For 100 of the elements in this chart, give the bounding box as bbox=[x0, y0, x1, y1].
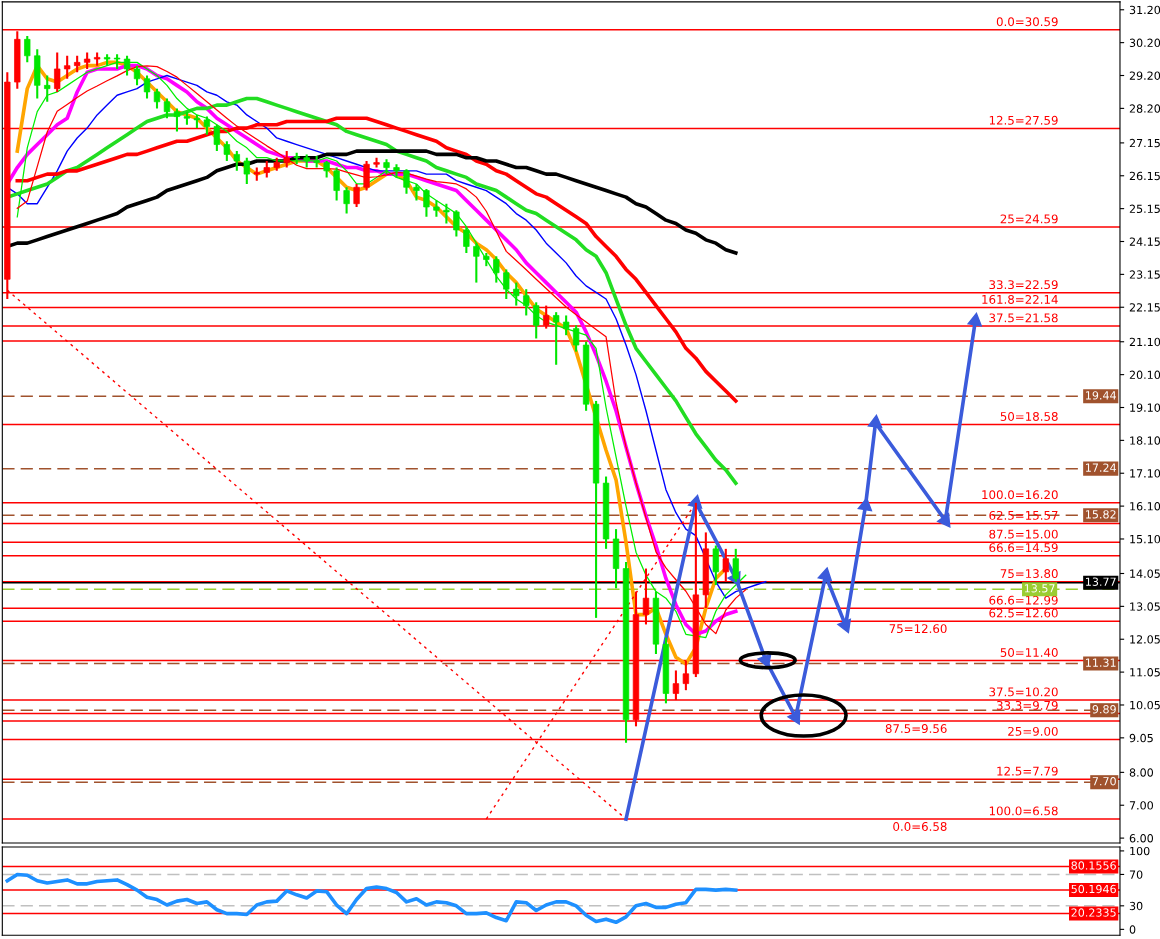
y-tick-label: 23.15 bbox=[1129, 270, 1160, 279]
y-tick-label: 7.00 bbox=[1129, 801, 1154, 810]
annotation: 100.0=16.20 bbox=[982, 490, 1058, 500]
y-tick-label: 11.05 bbox=[1130, 668, 1160, 677]
ref-line-label: 11.31 bbox=[1086, 658, 1116, 667]
y-tick-label: 31.20 bbox=[1129, 5, 1160, 15]
annotation: 100.0=6.58 bbox=[989, 806, 1058, 816]
annotation: 50=18.58 bbox=[1000, 411, 1058, 421]
candlestick bbox=[503, 268, 510, 301]
y-tick-label: 12.05 bbox=[1130, 635, 1160, 644]
y-tick-label: 13.05 bbox=[1130, 602, 1160, 611]
candlestick bbox=[523, 288, 530, 317]
candlestick bbox=[353, 182, 360, 209]
candlestick bbox=[173, 107, 181, 133]
candlestick bbox=[163, 97, 171, 120]
annotation: 0.0=30.59 bbox=[996, 17, 1058, 27]
ref-line-label: 80.1556 bbox=[1071, 861, 1116, 870]
candlestick bbox=[493, 255, 500, 284]
candlestick bbox=[54, 51, 61, 93]
ref-line-label: 7.70 bbox=[1092, 777, 1116, 786]
ref-line-label: 15.82 bbox=[1086, 510, 1116, 519]
ref-line-label: 13.77 bbox=[1086, 577, 1116, 586]
y-tick-label: 25.15 bbox=[1129, 204, 1160, 214]
y-tick-label: 10.05 bbox=[1130, 700, 1160, 710]
y-tick-label: 24.15 bbox=[1129, 237, 1160, 246]
annotation: 12.5=27.59 bbox=[989, 115, 1058, 125]
candlestick bbox=[373, 156, 380, 169]
point bbox=[937, 512, 951, 528]
candlestick bbox=[572, 324, 580, 353]
candlestick bbox=[333, 166, 340, 202]
y-tick-label: 22.15 bbox=[1129, 303, 1160, 312]
ref-line-label: 50.1946 bbox=[1071, 884, 1116, 894]
annotation: 33.3=9.79 bbox=[996, 700, 1058, 710]
y-tick-label: 28.20 bbox=[1129, 104, 1160, 113]
y-tick-label: 9.05 bbox=[1129, 733, 1153, 743]
candlestick bbox=[203, 115, 211, 136]
annotation: 161.8=22.14 bbox=[982, 294, 1058, 304]
y-tick-label: 8.00 bbox=[1129, 768, 1154, 777]
y-tick-label: 30.20 bbox=[1129, 38, 1160, 48]
y-tick-label: 70 bbox=[1129, 870, 1143, 879]
y-tick-label: 21.10 bbox=[1129, 337, 1160, 347]
candlestick bbox=[133, 64, 141, 87]
y-tick-label: 17.10 bbox=[1130, 469, 1160, 478]
candlestick bbox=[143, 74, 151, 100]
y-tick-label: 29.20 bbox=[1129, 71, 1160, 80]
y-tick-label: 18.10 bbox=[1130, 436, 1160, 445]
point bbox=[837, 618, 851, 634]
candlestick bbox=[363, 159, 370, 192]
annotation: 0.0=6.58 bbox=[893, 822, 947, 831]
y-tick-label: 16.10 bbox=[1130, 502, 1160, 511]
candlestick bbox=[473, 242, 480, 284]
candlestick bbox=[712, 544, 719, 587]
point bbox=[817, 567, 832, 582]
annotation: 25=24.59 bbox=[1000, 214, 1058, 224]
y-tick-label: 26.15 bbox=[1129, 171, 1160, 181]
candlestick bbox=[463, 225, 470, 255]
y-tick-label: 19.10 bbox=[1130, 403, 1160, 412]
annotation: 25=9.00 bbox=[1008, 726, 1058, 736]
candlestick bbox=[44, 74, 51, 103]
annotation: 66.6=12.99 bbox=[989, 595, 1058, 605]
ref-line-label: 9.89 bbox=[1092, 705, 1116, 714]
candlestick bbox=[223, 140, 230, 163]
point bbox=[967, 312, 982, 327]
candlestick bbox=[443, 202, 450, 225]
y-tick-label: 27.15 bbox=[1129, 138, 1160, 148]
candlestick bbox=[153, 87, 161, 110]
ref-line-label: 19.44 bbox=[1086, 391, 1116, 400]
annotation: 66.6=14.59 bbox=[989, 543, 1058, 553]
y-tick-label: 20.10 bbox=[1129, 370, 1160, 380]
candlestick bbox=[423, 187, 430, 218]
candlestick bbox=[343, 186, 350, 215]
annotation: 12.5=7.79 bbox=[997, 766, 1058, 776]
annotation: 62.5=12.60 bbox=[989, 608, 1058, 618]
y-tick-label: 100 bbox=[1130, 846, 1150, 856]
candlestick bbox=[64, 54, 71, 80]
y-tick-label: 14.05 bbox=[1130, 569, 1160, 578]
candlestick bbox=[732, 547, 739, 583]
candlestick bbox=[24, 35, 31, 64]
candlestick bbox=[213, 123, 221, 153]
y-tick-label: 15.10 bbox=[1130, 534, 1160, 544]
candlestick bbox=[453, 209, 460, 238]
annotation: 75=13.80 bbox=[1000, 569, 1058, 579]
annotation: 50=11.40 bbox=[1000, 648, 1058, 657]
point bbox=[787, 709, 801, 725]
candlestick bbox=[533, 301, 540, 340]
point bbox=[867, 414, 883, 429]
annotation: 37.5=10.20 bbox=[989, 687, 1058, 697]
y-tick-label: 0 bbox=[1129, 925, 1136, 934]
candlestick bbox=[243, 156, 250, 186]
line-series bbox=[5, 872, 738, 925]
candlestick bbox=[233, 150, 240, 172]
ref-line-label: 17.24 bbox=[1086, 463, 1116, 472]
candlestick bbox=[393, 163, 400, 179]
annotation: 87.5=15.00 bbox=[989, 529, 1058, 539]
y-tick-label: 30 bbox=[1129, 901, 1143, 911]
candlestick bbox=[403, 168, 410, 195]
point bbox=[857, 497, 873, 512]
candlestick bbox=[553, 311, 560, 366]
candlestick bbox=[563, 314, 570, 337]
annotation: 75=12.60 bbox=[889, 624, 947, 634]
